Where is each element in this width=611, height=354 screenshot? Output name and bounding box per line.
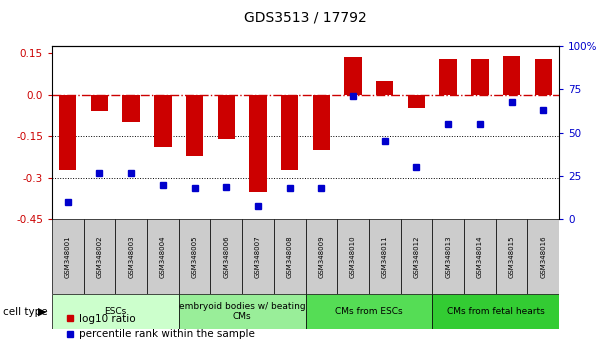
Text: GSM348007: GSM348007 (255, 235, 261, 278)
Text: GDS3513 / 17792: GDS3513 / 17792 (244, 11, 367, 25)
Text: cell type: cell type (3, 307, 48, 316)
Text: GSM348011: GSM348011 (382, 235, 388, 278)
Bar (369, 219, 401, 294)
Text: GSM348004: GSM348004 (160, 235, 166, 278)
Text: GSM348016: GSM348016 (540, 235, 546, 278)
Bar (52, 294, 179, 329)
Text: embryoid bodies w/ beating
CMs: embryoid bodies w/ beating CMs (179, 302, 306, 321)
Text: GSM348003: GSM348003 (128, 235, 134, 278)
Bar (433, 294, 559, 329)
Bar (464, 219, 496, 294)
Bar (52, 219, 84, 294)
Bar (306, 219, 337, 294)
Bar (281, 95, 298, 170)
Bar (527, 219, 559, 294)
Bar (306, 294, 433, 329)
Bar (376, 81, 393, 95)
Text: CMs from ESCs: CMs from ESCs (335, 307, 403, 316)
Text: GSM348009: GSM348009 (318, 235, 324, 278)
Bar (179, 294, 306, 329)
Bar (535, 59, 552, 95)
Bar (313, 95, 330, 150)
Bar (337, 219, 369, 294)
Bar (218, 95, 235, 139)
Text: GSM348014: GSM348014 (477, 235, 483, 278)
Bar (179, 219, 210, 294)
Text: GSM348013: GSM348013 (445, 235, 451, 278)
Bar (274, 219, 306, 294)
Text: ESCs: ESCs (104, 307, 126, 316)
Bar (439, 59, 457, 95)
Legend: log10 ratio, percentile rank within the sample: log10 ratio, percentile rank within the … (60, 310, 259, 343)
Bar (147, 219, 179, 294)
Text: GSM348001: GSM348001 (65, 235, 71, 278)
Bar (91, 95, 108, 111)
Bar (122, 95, 140, 122)
Text: ▶: ▶ (38, 307, 46, 316)
Bar (59, 95, 76, 170)
Text: GSM348015: GSM348015 (508, 235, 514, 278)
Text: GSM348002: GSM348002 (97, 235, 103, 278)
Bar (115, 219, 147, 294)
Bar (433, 219, 464, 294)
Bar (186, 95, 203, 156)
Text: GSM348010: GSM348010 (350, 235, 356, 278)
Bar (210, 219, 242, 294)
Bar (345, 57, 362, 95)
Text: GSM348008: GSM348008 (287, 235, 293, 278)
Bar (496, 219, 527, 294)
Text: GSM348012: GSM348012 (414, 235, 419, 278)
Text: GSM348005: GSM348005 (192, 235, 197, 278)
Bar (154, 95, 172, 147)
Bar (242, 219, 274, 294)
Bar (84, 219, 115, 294)
Text: GSM348006: GSM348006 (223, 235, 229, 278)
Bar (503, 56, 520, 95)
Bar (408, 95, 425, 108)
Text: CMs from fetal hearts: CMs from fetal hearts (447, 307, 544, 316)
Bar (471, 59, 489, 95)
Bar (249, 95, 266, 192)
Bar (401, 219, 433, 294)
